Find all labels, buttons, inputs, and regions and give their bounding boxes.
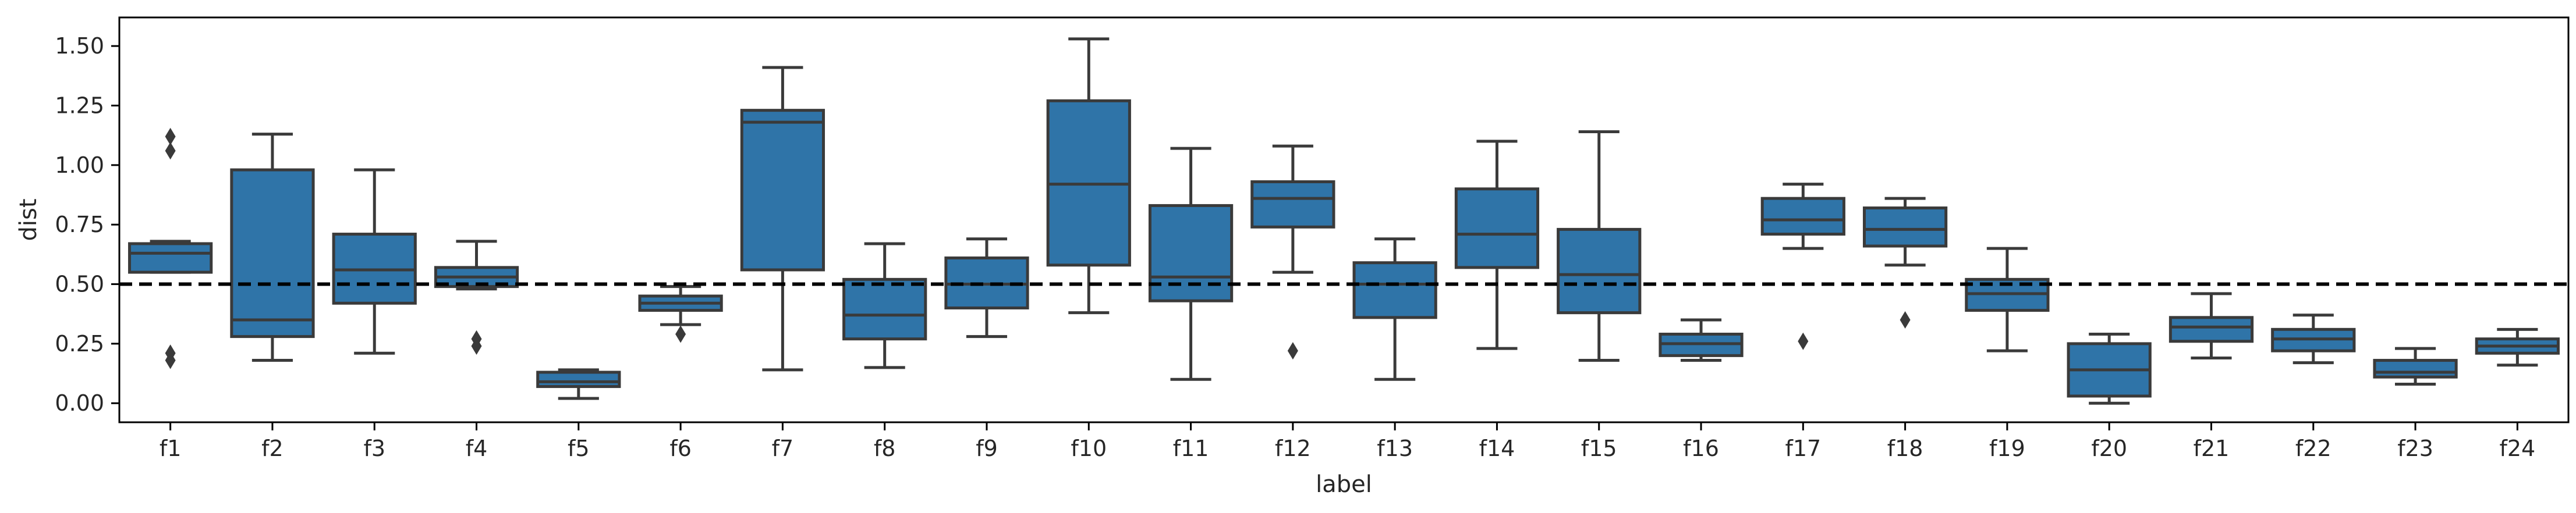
- y-axis-label: dist: [15, 198, 42, 241]
- x-tick-label: f20: [2091, 436, 2127, 461]
- outlier-point: [165, 142, 176, 160]
- outlier-point: [1798, 332, 1809, 350]
- box-f2: [230, 168, 315, 339]
- plot-frame: [118, 16, 2570, 423]
- outlier-point: [165, 127, 176, 145]
- x-tick-label: f17: [1785, 436, 1821, 461]
- box-f21: [2168, 316, 2254, 343]
- x-tick-label: f18: [1887, 436, 1923, 461]
- x-tick-label: f6: [669, 436, 692, 461]
- x-tick-label: f14: [1479, 436, 1515, 461]
- x-tick-label: f5: [568, 436, 590, 461]
- box-f12: [1250, 180, 1335, 229]
- x-tick-label: f19: [1989, 436, 2025, 461]
- box-f17: [1760, 197, 1845, 236]
- x-tick-label: f8: [874, 436, 896, 461]
- y-tick-label: 0.50: [55, 272, 104, 297]
- x-tick-label: f13: [1377, 436, 1413, 461]
- x-tick-label: f22: [2295, 436, 2331, 461]
- box-group-f7: [740, 66, 825, 372]
- x-tick-label: f3: [363, 436, 385, 461]
- box-f5: [536, 370, 621, 389]
- box-group-f16: [1659, 318, 1744, 362]
- x-axis-label: label: [1316, 471, 1372, 498]
- box-group-f9: [944, 237, 1029, 339]
- box-group-f6: [638, 285, 723, 343]
- box-group-f22: [2271, 314, 2356, 365]
- outlier-point: [1287, 342, 1298, 360]
- x-tick-label: f2: [261, 436, 284, 461]
- box-group-f11: [1148, 147, 1234, 381]
- x-tick-label: f11: [1173, 436, 1209, 461]
- x-tick-label: f16: [1683, 436, 1719, 461]
- box-group-f19: [1965, 247, 2050, 352]
- box-group-f18: [1862, 197, 1948, 329]
- x-tick-label: f7: [772, 436, 794, 461]
- plot-area: [119, 37, 2568, 405]
- box-f23: [2373, 359, 2458, 379]
- x-axis: f1 f2 f3 f4 f5 f6 f7 f8 f9 f10 f11 f12 f13 f14 f15 f16 f…: [160, 422, 2535, 461]
- box-group-f8: [842, 242, 927, 369]
- box-group-f20: [2067, 333, 2152, 405]
- x-tick-label: f23: [2397, 436, 2433, 461]
- box-group-f2: [230, 133, 315, 362]
- x-tick-label: f9: [976, 436, 998, 461]
- box-f7: [740, 109, 825, 272]
- box-group-f4: [434, 240, 519, 355]
- box-group-f13: [1352, 237, 1437, 381]
- x-tick-label: f12: [1275, 436, 1311, 461]
- box-f1: [128, 242, 213, 274]
- outlier-point: [675, 325, 686, 343]
- box-group-f12: [1250, 144, 1335, 360]
- box-f18: [1862, 206, 1948, 248]
- y-tick-label: 0.25: [55, 331, 104, 357]
- box-group-f10: [1046, 37, 1131, 315]
- box-group-f17: [1760, 183, 1845, 350]
- box-f14: [1454, 187, 1540, 269]
- box-group-f3: [332, 168, 417, 355]
- box-group-f24: [2475, 327, 2560, 367]
- y-tick-label: 1.50: [55, 33, 104, 59]
- box-group-f1: [128, 127, 213, 369]
- box-group-f23: [2373, 347, 2458, 386]
- y-tick-label: 0.00: [55, 390, 104, 416]
- box-group-f5: [536, 368, 621, 400]
- box-f8: [842, 277, 927, 341]
- box-group-f14: [1454, 140, 1540, 350]
- y-axis: 0.00 0.25 0.50 0.75 1.00 1.25 1.50: [55, 33, 119, 416]
- x-tick-label: f4: [466, 436, 488, 461]
- box-f15: [1557, 227, 1642, 315]
- x-tick-label: f1: [160, 436, 182, 461]
- box-group-f15: [1557, 130, 1642, 362]
- outlier-point: [1900, 311, 1911, 329]
- x-tick-label: f24: [2499, 436, 2535, 461]
- y-tick-label: 1.00: [55, 152, 104, 178]
- outlier-point: [165, 351, 176, 369]
- y-tick-label: 0.75: [55, 212, 104, 237]
- x-tick-label: f15: [1581, 436, 1617, 461]
- y-tick-label: 1.25: [55, 92, 104, 118]
- box-f11: [1148, 204, 1234, 302]
- x-tick-label: f21: [2194, 436, 2230, 461]
- box-group-f21: [2168, 292, 2254, 359]
- box-f13: [1352, 261, 1437, 319]
- x-tick-label: f10: [1071, 436, 1107, 461]
- outlier-point: [471, 337, 482, 355]
